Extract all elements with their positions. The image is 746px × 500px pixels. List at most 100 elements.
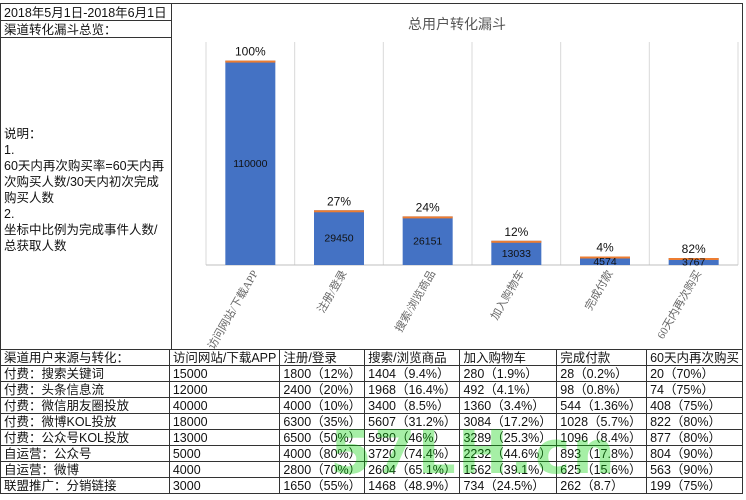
table-row: 付费：微信朋友圈投放 40000 4000（10%） 3400（8.5%） 1360（3… (0, 397, 743, 414)
category-label: 完成付款 (581, 268, 615, 313)
value-label: 4574 (593, 256, 617, 268)
funnel-chart: 总用户转化漏斗 100% 110000 访问网站/下载APP 27% 29450 注册/登… (171, 3, 743, 351)
table-header-cell: 加入购物车 (459, 349, 558, 366)
table-cell: 付费：搜索关键词 (0, 365, 170, 382)
percent-label: 24% (416, 200, 440, 214)
table-header-cell: 注册/登录 (279, 349, 366, 366)
table-cell: 877（80%） (646, 429, 743, 446)
funnel-bar (402, 216, 453, 265)
table-cell: 28（0.2%） (556, 365, 648, 382)
percent-label: 12% (504, 225, 528, 239)
table-header-cell: 渠道用户来源与转化： (0, 349, 170, 366)
table-cell: 18000 (168, 413, 281, 430)
table-row: 自运营：公众号 5000 4000（80%） 3720（74.4%） 2232（44.6… (0, 445, 743, 462)
table-cell: 1650（55%） (279, 477, 366, 494)
table-row: 联盟推广：分销链接 3000 1650（55%） 1468（48.9%） 734（24.… (0, 477, 743, 494)
table-cell: 4000（80%） (279, 445, 366, 462)
table-cell: 15000 (168, 365, 281, 382)
table-row: 付费：头条信息流 12000 2400（20%） 1968（16.4%） 492（4.1… (0, 381, 743, 398)
table-cell: 199（75%） (646, 477, 743, 494)
table-cell: 付费：微博KOL投放 (0, 413, 170, 430)
table-header-cell: 搜索/浏览商品 (364, 349, 461, 366)
table-cell: 6500（50%） (279, 429, 366, 446)
funnel-bar (491, 240, 542, 265)
table-cell: 付费：公众号KOL投放 (0, 429, 170, 446)
value-label: 13033 (502, 248, 531, 260)
table-cell: 13000 (168, 429, 281, 446)
funnel-chart-svg: 100% 110000 访问网站/下载APP 27% 29450 注册/登录 24% 2615… (204, 42, 739, 351)
table-cell: 1968（16.4%） (364, 381, 461, 398)
table-cell: 5000 (168, 445, 281, 462)
table-cell: 563（90%） (646, 461, 743, 478)
category-label: 60天内再次购买 (654, 268, 705, 342)
funnel-bar (580, 256, 630, 265)
table-cell: 付费：头条信息流 (0, 381, 170, 398)
funnel-bar-top (402, 216, 453, 219)
table-cell: 12000 (168, 381, 281, 398)
date-range: 2018年5月1日-2018年6月1日 (0, 3, 172, 21)
table-cell: 6300（35%） (279, 413, 366, 430)
funnel-bar-top (491, 240, 542, 243)
table-cell: 2604（65.1%） (364, 461, 461, 478)
table-cell: 804（90%） (646, 445, 743, 462)
table-cell: 5607（31.2%） (364, 413, 461, 430)
funnel-bar-top (225, 60, 276, 63)
table-cell: 734（24.5%） (459, 477, 558, 494)
table-cell: 付费：微信朋友圈投放 (0, 397, 170, 414)
percent-label: 82% (682, 242, 706, 256)
table-cell: 1468（48.9%） (364, 477, 461, 494)
category-label: 加入购物车 (487, 268, 527, 323)
note-line: 2. (4, 207, 15, 221)
table-cell: 2400（20%） (279, 381, 366, 398)
funnel-bar (225, 60, 276, 266)
table-cell: 2232（44.6%） (459, 445, 558, 462)
table-cell: 1028（5.7%） (556, 413, 648, 430)
table-cell: 3000 (168, 477, 281, 494)
table-cell: 74（75%） (646, 381, 743, 398)
table-header-row: 渠道用户来源与转化： 访问网站/下载APP 注册/登录 搜索/浏览商品 加入购物车 完成付… (0, 349, 743, 366)
table-cell: 544（1.36%） (556, 397, 648, 414)
table-cell: 822（80%） (646, 413, 743, 430)
table-cell: 3289（25.3%） (459, 429, 558, 446)
value-label: 26151 (413, 236, 442, 248)
table-cell: 625（15.6%） (556, 461, 648, 478)
table-cell: 893（17.8%） (556, 445, 648, 462)
table-header-cell: 60天内再次购买 (646, 349, 743, 366)
notes-panel: 说明： 1. 60天内再次购买率=60天内再次购买人数/30天内初次完成购买人数… (0, 37, 172, 350)
table-cell: 1800（12%） (279, 365, 366, 382)
note-line: 60天内再次购买率=60天内再次购买人数/30天内初次完成购买人数 (4, 159, 165, 205)
table-cell: 40000 (168, 397, 281, 414)
table-header-cell: 访问网站/下载APP (168, 349, 281, 366)
channel-table: 渠道用户来源与转化： 访问网站/下载APP 注册/登录 搜索/浏览商品 加入购物车 完成付… (0, 349, 743, 494)
funnel-bar-top (580, 256, 630, 259)
table-cell: 3400（8.5%） (364, 397, 461, 414)
table-cell: 4000（10%） (279, 397, 366, 414)
table-cell: 自运营：微博 (0, 461, 170, 478)
funnel-bar-top (668, 257, 719, 260)
table-cell: 408（75%） (646, 397, 743, 414)
table-cell: 262（8.7） (556, 477, 648, 494)
overview-title: 渠道转化漏斗总览： (0, 20, 172, 38)
percent-label: 4% (596, 240, 614, 254)
note-line: 1. (4, 143, 15, 157)
table-cell: 联盟推广：分销链接 (0, 477, 170, 494)
table-cell: 20（70%） (646, 365, 743, 382)
chart-title: 总用户转化漏斗 (408, 16, 506, 32)
funnel-bar-top (314, 210, 364, 213)
category-label: 注册/登录 (314, 268, 350, 316)
percent-label: 100% (235, 45, 266, 59)
table-row: 付费：搜索关键词 15000 1800（12%） 1404（9.4%） 280（1.9%… (0, 365, 743, 382)
table-cell: 5980（46%） (364, 429, 461, 446)
funnel-bar (314, 210, 364, 265)
category-label: 搜索/浏览商品 (392, 268, 439, 335)
table-cell: 2800（70%） (279, 461, 366, 478)
table-cell: 3084（17.2%） (459, 413, 558, 430)
table-row: 自运营：微博 4000 2800（70%） 2604（65.1%） 1562（39.1%… (0, 461, 743, 478)
table-cell: 492（4.1%） (459, 381, 558, 398)
table-cell: 1404（9.4%） (364, 365, 461, 382)
table-cell: 4000 (168, 461, 281, 478)
table-cell: 3720（74.4%） (364, 445, 461, 462)
funnel-bar (668, 257, 719, 265)
table-header-cell: 完成付款 (556, 349, 648, 366)
table-cell: 1096（8.4%） (556, 429, 648, 446)
